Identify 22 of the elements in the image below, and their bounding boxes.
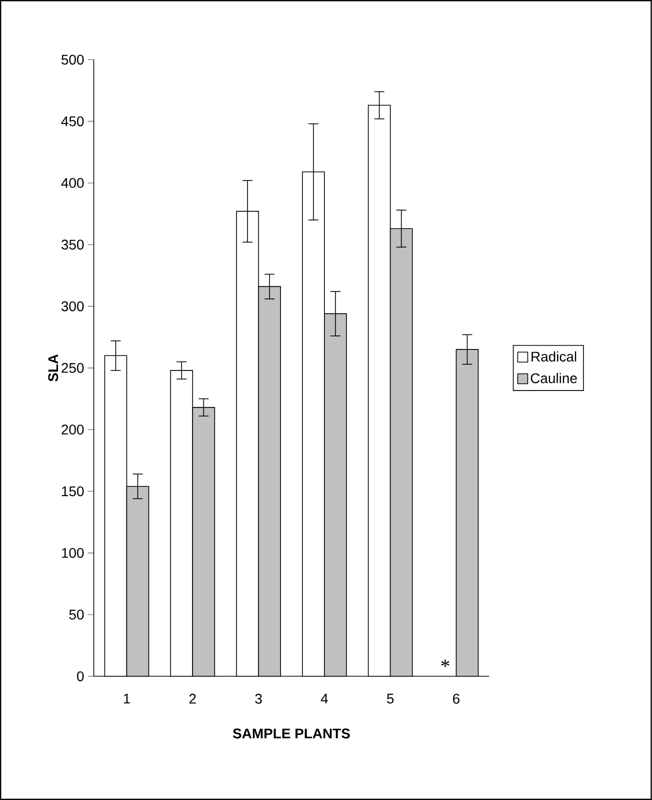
legend-label: Cauline	[530, 372, 577, 384]
x-tick-label: 5	[387, 694, 394, 704]
x-axis-title: SAMPLE PLANTS	[233, 728, 350, 738]
y-tick-label: 450	[61, 116, 84, 126]
x-tick-label: 3	[255, 694, 262, 704]
x-tick-label: 4	[320, 694, 328, 704]
y-tick-label: 50	[69, 610, 84, 620]
annotation: *	[441, 660, 450, 668]
y-tick-label: 0	[77, 671, 84, 682]
y-tick-label: 500	[62, 54, 84, 65]
y-tick-label: 250	[62, 363, 84, 373]
y-tick-label: 100	[62, 548, 84, 558]
x-tick-label: 2	[190, 694, 196, 704]
legend-label: Radical	[532, 351, 576, 362]
y-tick-label: 150	[62, 486, 84, 496]
y-axis-title: SLA	[48, 354, 58, 382]
y-tick-label: 400	[61, 178, 84, 188]
y-tick-label: 350	[62, 240, 84, 250]
x-tick-label: 1	[124, 694, 130, 704]
y-tick-label: 300	[62, 301, 84, 312]
x-tick-label: 6	[453, 694, 460, 704]
y-tick-label: 200	[62, 424, 84, 435]
